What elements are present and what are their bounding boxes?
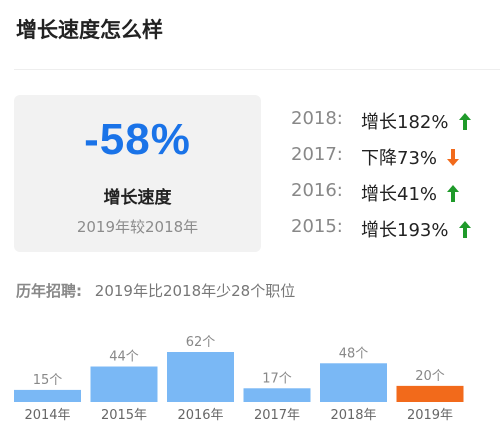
growth-percent: -58%	[84, 115, 191, 164]
growth-value: 增长41%	[361, 184, 438, 205]
section-title: 增长速度怎么样	[16, 18, 163, 42]
x-tick-label: 2019年	[407, 408, 453, 423]
growth-year: 2015:	[291, 216, 343, 237]
growth-label: 增长速度	[103, 188, 172, 208]
bar-2019年	[396, 385, 464, 402]
x-tick-label: 2014年	[24, 408, 70, 423]
hiring-history: 历年招聘: 2019年比2018年少28个职位	[16, 280, 295, 301]
growth-comparison: 2019年较2018年	[76, 218, 199, 236]
growth-value: 下降73%	[361, 148, 438, 169]
bar-value-label: 20个	[415, 369, 445, 384]
growth-row-2016: 2016: 增长41%	[291, 180, 496, 206]
hiring-bar-chart: 15个 2014年 44个 2015年 62个 2016年 17个 2017年 48个 2018年…	[14, 335, 464, 423]
x-tick-label: 2018年	[330, 408, 376, 423]
growth-value: 增长182%	[361, 112, 449, 133]
x-tick-label: 2016年	[177, 408, 223, 423]
bar-2017年	[243, 388, 311, 402]
growth-year: 2016:	[291, 180, 343, 201]
growth-year: 2018:	[291, 108, 343, 129]
bar-2018年	[320, 363, 387, 402]
arrow-down-icon	[447, 149, 459, 166]
growth-row-2017: 2017: 下降73%	[291, 144, 496, 170]
growth-value: 增长193%	[361, 220, 449, 241]
growth-row-2018: 2018: 增长182%	[291, 108, 496, 134]
bar-value-label: 48个	[339, 346, 369, 361]
bar-2014年	[14, 389, 81, 402]
growth-year: 2017:	[291, 144, 343, 165]
bar-value-label: 44个	[109, 350, 139, 365]
history-label: 历年招聘:	[16, 282, 82, 300]
bar-2015年	[90, 366, 158, 402]
bar-value-label: 17个	[262, 371, 292, 386]
arrow-up-icon	[459, 221, 471, 238]
arrow-up-icon	[447, 185, 459, 202]
x-tick-label: 2017年	[254, 408, 300, 423]
bar-2016年	[167, 352, 234, 402]
arrow-up-icon	[459, 113, 471, 130]
divider	[14, 69, 500, 70]
growth-summary-card: -58% 增长速度 2019年较2018年	[14, 95, 261, 252]
bar-value-label: 62个	[186, 335, 216, 350]
bar-value-label: 15个	[33, 373, 63, 388]
x-tick-label: 2015年	[101, 408, 147, 423]
history-summary: 2019年比2018年少28个职位	[94, 282, 296, 300]
growth-row-2015: 2015: 增长193%	[291, 216, 496, 242]
